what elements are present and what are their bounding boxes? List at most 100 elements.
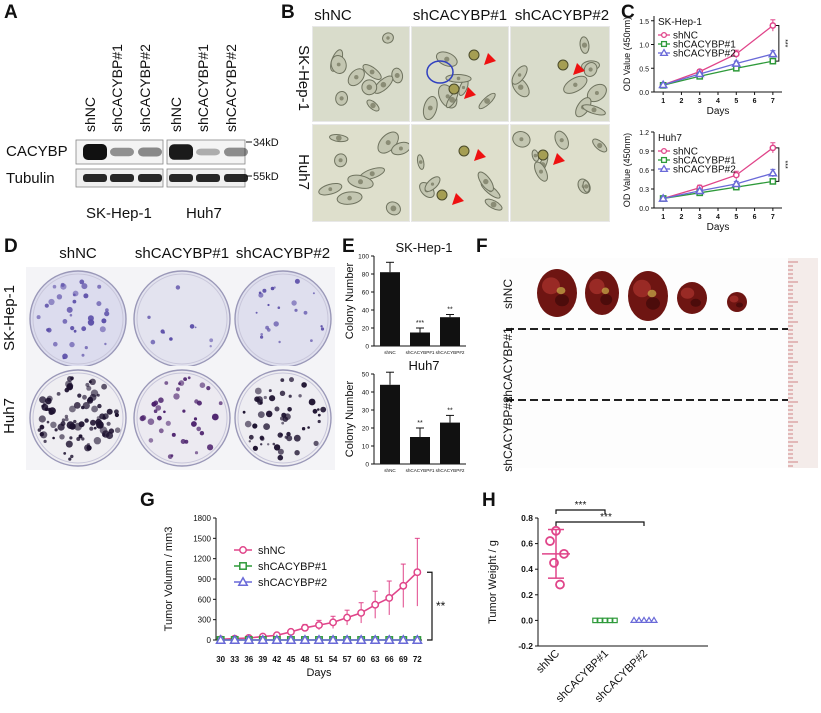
- colony-dot: [191, 421, 197, 427]
- morph-image-sk-sh1: [411, 26, 509, 122]
- morph-col-shnc: shNC: [314, 7, 352, 24]
- colony-dot: [206, 386, 211, 391]
- colony-dot: [84, 346, 88, 350]
- blot-lane-label: shCACYBP#1: [195, 44, 211, 132]
- data-point: [769, 22, 777, 29]
- y-axis-label: Colony Number: [344, 380, 356, 457]
- colony-dot: [308, 398, 316, 406]
- y-tick-label: 20: [362, 426, 370, 433]
- legend-marker: [660, 31, 668, 39]
- tumor: [727, 292, 747, 312]
- colony-dot: [56, 392, 61, 396]
- colony-dot: [281, 412, 287, 418]
- y-tick-label: 0.0: [639, 90, 649, 97]
- colony-dot: [89, 378, 96, 385]
- x-tick-label: shCACYBP#1: [406, 350, 435, 355]
- colony-dot: [54, 428, 58, 432]
- colony-dot: [194, 326, 197, 329]
- colony-dot: [52, 436, 55, 440]
- data-point: [299, 634, 311, 644]
- y-axis-label: OD Value (450nm): [622, 17, 632, 91]
- colony-dot: [273, 444, 281, 451]
- data-point: [371, 600, 380, 609]
- colony-dot: [70, 376, 74, 380]
- data-point: [612, 617, 618, 624]
- legend-marker: [660, 40, 668, 48]
- colony-dot: [69, 405, 76, 413]
- data-point: [243, 634, 255, 644]
- data-point: [301, 623, 309, 632]
- colony-dot: [284, 435, 288, 439]
- colony-dot: [248, 440, 251, 443]
- colony-dot: [70, 454, 74, 459]
- blot-marker-55kd: 55kD: [253, 171, 279, 183]
- apoptotic-cell: [557, 59, 569, 71]
- y-tick-label: 80: [362, 272, 370, 279]
- y-tick-label: 1200: [193, 555, 211, 564]
- apoptotic-cell: [448, 83, 460, 95]
- morph-row-huh7: Huh7: [295, 154, 312, 190]
- colony-dot: [281, 421, 285, 425]
- cell-nucleus: [394, 73, 400, 78]
- cell-nucleus: [385, 140, 391, 146]
- data-point: [411, 634, 423, 644]
- colony-dot: [85, 382, 90, 387]
- tumor-shadow: [690, 298, 701, 307]
- panel-label-g: G: [140, 490, 155, 511]
- colony-dot: [272, 442, 276, 446]
- ruler-ticks: [788, 261, 798, 467]
- data-point: [355, 634, 367, 644]
- chart-title: Huh7: [658, 133, 682, 144]
- chart-c-svg: 0.00.51.01.51 2 3 4 5 6 7SK-Hep-1shNCshCACYBP#…: [622, 16, 788, 233]
- blot-row-label-cacybp: CACYBP: [6, 143, 68, 160]
- y-tick-label: 60: [362, 290, 370, 297]
- data-point: [592, 617, 598, 624]
- x-tick-label: 39: [258, 655, 267, 664]
- blot-bands: [83, 144, 248, 182]
- colony-dot: [87, 396, 93, 402]
- colony-dot: [48, 298, 55, 306]
- colony-dot: [41, 404, 45, 408]
- data-point: [413, 568, 422, 577]
- data-point: [634, 616, 644, 624]
- cell-nucleus: [588, 67, 593, 72]
- colony-dot: [260, 333, 264, 336]
- colony-dot: [175, 285, 181, 290]
- x-tick-label: 63: [371, 655, 380, 664]
- data-point: [383, 634, 395, 644]
- data-point: [329, 618, 337, 627]
- colony-dot: [77, 393, 82, 398]
- cell-nucleus: [539, 169, 543, 174]
- petri-dish-rim: [136, 372, 228, 464]
- colony-dot: [90, 389, 99, 397]
- x-tick-label: shNC: [384, 468, 396, 473]
- y-tick-label: 1.5: [639, 19, 649, 26]
- colony-dot: [59, 434, 65, 440]
- data-point: [257, 634, 269, 644]
- blot-band-tubulin: [224, 174, 248, 182]
- significance-bracket: [427, 571, 433, 641]
- y-tick-label: 40: [362, 390, 370, 397]
- colony-dot: [38, 415, 46, 423]
- colony-dot: [176, 387, 180, 392]
- x-tick-label: 57: [343, 655, 352, 664]
- colony-dot: [82, 402, 90, 410]
- cell-nucleus: [519, 137, 524, 142]
- colony-dot: [320, 325, 323, 328]
- cell-nucleus: [339, 96, 344, 101]
- colony-dot: [106, 421, 111, 426]
- petri-dish: [133, 369, 231, 467]
- colony-dot: [320, 406, 327, 413]
- blot-band-cacybp: [224, 147, 248, 157]
- series-line-shNC: [662, 24, 774, 86]
- y-tick-label: 0: [365, 344, 369, 351]
- colony-dot: [50, 421, 57, 428]
- cell-nucleus: [444, 56, 450, 62]
- x-tick-label: 48: [301, 655, 310, 664]
- data-point: [602, 617, 608, 624]
- legend-marker: [660, 147, 668, 155]
- y-tick-label: 20: [362, 326, 370, 333]
- x-tick-label: 4: [716, 98, 720, 105]
- cell-nucleus: [369, 69, 375, 75]
- colony-dot: [294, 308, 298, 312]
